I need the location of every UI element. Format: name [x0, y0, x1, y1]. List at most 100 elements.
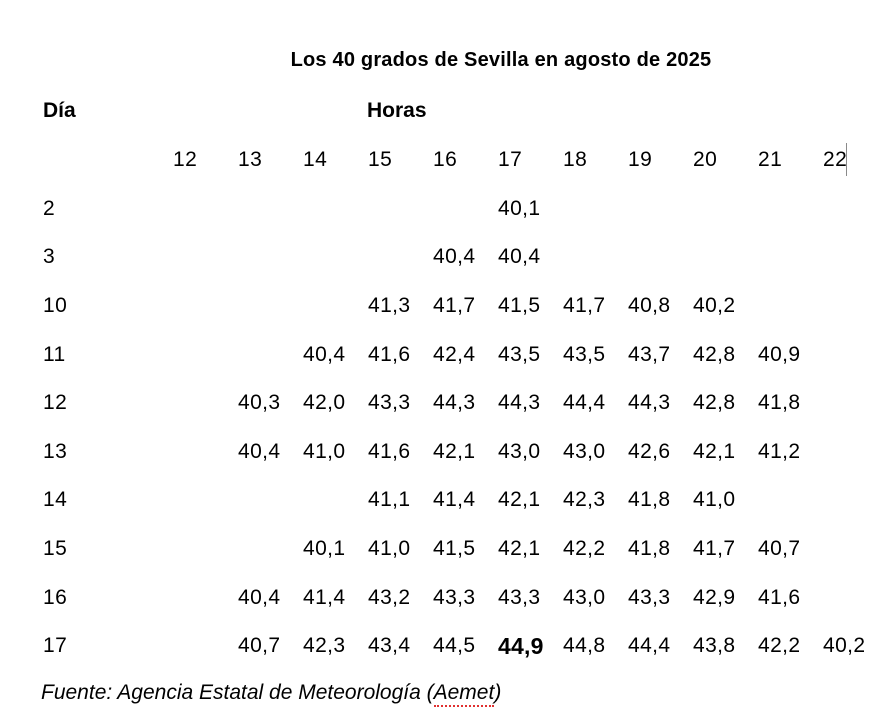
temp-cell: 41,4: [433, 488, 476, 512]
temp-cell: [693, 233, 758, 282]
temp-cell: 41,7: [433, 294, 476, 318]
temp-cell: 41,6: [368, 342, 411, 366]
temp-cell: 43,3: [433, 585, 476, 609]
temp-cell: [238, 185, 303, 234]
temp-cell: [173, 476, 238, 525]
temp-cell: 41,7: [563, 294, 606, 318]
temp-cell: 41,2: [758, 439, 801, 463]
temp-cell: [823, 573, 888, 622]
temp-cell: 44,8: [563, 634, 606, 658]
temp-cell: 42,0: [303, 391, 346, 415]
temp-cell: 43,0: [498, 439, 541, 463]
temp-cell: 42,1: [498, 537, 541, 561]
temp-cell: 44,3: [498, 391, 541, 415]
hour-header: 15: [368, 148, 393, 172]
temp-cell: 43,5: [563, 342, 606, 366]
hours-column-header: Horas: [367, 99, 427, 122]
temp-cell: 41,5: [498, 294, 541, 318]
temp-cell: 41,4: [303, 585, 346, 609]
day-cell: 15: [43, 537, 68, 561]
temp-cell: 43,3: [628, 585, 671, 609]
temp-cell: [758, 282, 823, 331]
temp-cell: 42,3: [303, 634, 346, 658]
temp-cell: [173, 282, 238, 331]
temp-cell: [563, 185, 628, 234]
hour-header: 13: [238, 148, 263, 172]
temp-cell: [173, 379, 238, 428]
temp-cell: 42,1: [693, 439, 736, 463]
source-misspelled-word: Aemet: [433, 681, 495, 707]
day-cell: 12: [43, 391, 68, 415]
text-cursor: [846, 143, 847, 176]
temp-cell: 41,0: [368, 537, 411, 561]
temp-cell: 41,6: [758, 585, 801, 609]
temp-cell: 42,4: [433, 342, 476, 366]
temp-cell: 44,4: [563, 391, 606, 415]
temp-cell: [823, 379, 888, 428]
temp-cell: 43,3: [498, 585, 541, 609]
temp-cell: [173, 525, 238, 574]
temp-cell: [823, 476, 888, 525]
temp-cell: 42,3: [563, 488, 606, 512]
temp-cell: 41,0: [303, 439, 346, 463]
temp-cell: [433, 185, 498, 234]
temp-cell: 41,8: [628, 488, 671, 512]
temp-cell: [758, 476, 823, 525]
temp-cell: 40,4: [238, 439, 281, 463]
temp-cell: [563, 233, 628, 282]
temp-cell: 44,3: [433, 391, 476, 415]
temp-cell: 42,2: [563, 537, 606, 561]
temp-cell: 40,4: [498, 245, 541, 269]
temp-cell: 43,7: [628, 342, 671, 366]
temp-cell: [173, 622, 238, 671]
temp-cell: [693, 185, 758, 234]
temp-cell: 40,7: [758, 537, 801, 561]
temp-cell: 40,4: [433, 245, 476, 269]
temp-cell: [368, 233, 433, 282]
source-line: Fuente: Agencia Estatal de Meteorología …: [41, 681, 502, 707]
hour-header: 21: [758, 148, 783, 172]
temp-cell: 43,0: [563, 439, 606, 463]
temp-cell: 41,8: [758, 391, 801, 415]
temp-cell: 41,0: [693, 488, 736, 512]
temp-cell: [173, 233, 238, 282]
temp-cell: [238, 330, 303, 379]
temp-cell: [303, 233, 368, 282]
temp-cell: 44,4: [628, 634, 671, 658]
day-cell: 17: [43, 634, 68, 658]
temp-cell: [238, 282, 303, 331]
temp-cell: 41,6: [368, 439, 411, 463]
temp-cell: 40,2: [693, 294, 736, 318]
temp-cell: 43,2: [368, 585, 411, 609]
day-cell: [43, 136, 173, 185]
day-cell: 11: [43, 342, 66, 366]
temp-cell: [303, 185, 368, 234]
temp-cell: [173, 330, 238, 379]
temp-cell: 44,3: [628, 391, 671, 415]
temp-cell: 42,1: [498, 488, 541, 512]
temp-cell: 41,8: [628, 537, 671, 561]
temp-cell: [823, 185, 888, 234]
temp-cell: [758, 233, 823, 282]
temp-cell: [238, 476, 303, 525]
temp-cell: 43,0: [563, 585, 606, 609]
temp-cell: [173, 185, 238, 234]
temp-cell: 42,8: [693, 391, 736, 415]
temp-cell: 40,1: [303, 537, 346, 561]
temp-cell: [303, 476, 368, 525]
temp-cell: 44,5: [433, 634, 476, 658]
temp-cell: 40,8: [628, 294, 671, 318]
hour-header: 16: [433, 148, 458, 172]
temp-cell: [628, 185, 693, 234]
temp-cell: [303, 282, 368, 331]
source-suffix: ): [494, 681, 502, 704]
day-column-header: Día: [43, 99, 76, 122]
temp-cell: 43,8: [693, 634, 736, 658]
temp-cell: [823, 282, 888, 331]
temp-cell: 41,5: [433, 537, 476, 561]
day-cell: 2: [43, 196, 56, 220]
temp-cell: 40,2: [823, 634, 866, 658]
temp-cell: 41,1: [368, 488, 411, 512]
temp-cell: [173, 573, 238, 622]
